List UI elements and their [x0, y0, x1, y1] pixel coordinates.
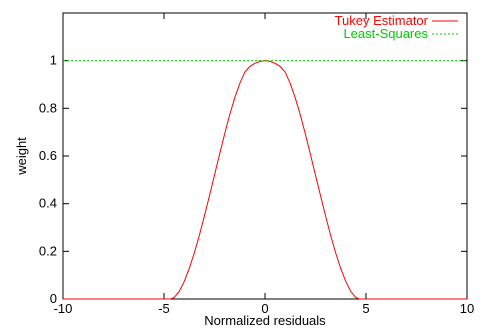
y-tick-label: 1: [50, 53, 57, 68]
series-line-0: [63, 60, 467, 300]
y-axis-label: weight: [14, 137, 29, 176]
plot-frame: [62, 12, 468, 300]
y-tick-label: 0: [50, 291, 57, 306]
y-tick-label: 0.8: [39, 100, 57, 115]
legend-label: Tukey Estimator: [335, 13, 429, 28]
y-tick-label: 0.6: [39, 148, 57, 163]
x-tick-label: -5: [158, 301, 170, 316]
x-tick-label: 0: [261, 301, 268, 316]
y-tick-label: 0.2: [39, 243, 57, 258]
x-tick-label: -10: [54, 301, 73, 316]
x-tick-label: 5: [362, 301, 369, 316]
series-layer: [63, 60, 467, 300]
tick-marks: [62, 13, 468, 300]
tick-labels: -10 -5 0 5 10 0 0.2 0.4 0.6 0.8 1: [39, 53, 474, 316]
legend-label: Least-Squares: [343, 26, 428, 41]
x-axis-label: Normalized residuals: [204, 313, 326, 328]
x-tick-label: 10: [460, 301, 474, 316]
y-tick-label: 0.4: [39, 196, 57, 211]
